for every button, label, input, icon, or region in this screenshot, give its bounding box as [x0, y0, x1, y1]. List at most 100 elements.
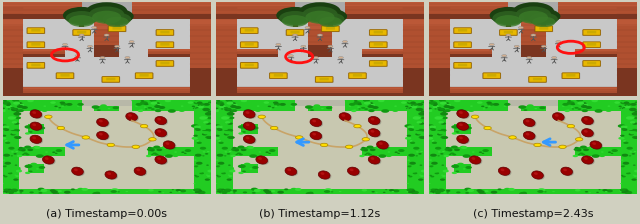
Circle shape	[205, 179, 210, 181]
Circle shape	[413, 116, 420, 120]
Circle shape	[354, 109, 356, 110]
Circle shape	[224, 129, 229, 131]
Circle shape	[13, 129, 20, 132]
Circle shape	[175, 189, 181, 192]
FancyBboxPatch shape	[237, 49, 278, 57]
Circle shape	[429, 183, 437, 187]
Circle shape	[206, 165, 209, 166]
Ellipse shape	[258, 157, 262, 160]
Circle shape	[15, 151, 18, 152]
Circle shape	[221, 108, 223, 110]
Circle shape	[544, 191, 547, 192]
Circle shape	[228, 175, 232, 177]
Ellipse shape	[369, 117, 381, 125]
Ellipse shape	[155, 116, 166, 125]
Circle shape	[271, 190, 275, 192]
Circle shape	[432, 142, 437, 144]
Circle shape	[24, 125, 33, 129]
Circle shape	[164, 99, 172, 102]
Circle shape	[148, 138, 156, 141]
Circle shape	[277, 191, 284, 194]
Circle shape	[483, 108, 485, 109]
Ellipse shape	[72, 167, 84, 176]
Circle shape	[531, 34, 536, 36]
Circle shape	[607, 106, 611, 107]
Circle shape	[492, 11, 524, 25]
Circle shape	[579, 153, 584, 155]
Circle shape	[81, 188, 88, 191]
Circle shape	[8, 116, 15, 120]
Circle shape	[180, 190, 186, 192]
Circle shape	[589, 146, 595, 149]
Circle shape	[319, 17, 342, 27]
Circle shape	[575, 189, 580, 192]
Circle shape	[351, 110, 356, 112]
Ellipse shape	[243, 135, 255, 143]
Circle shape	[216, 175, 219, 176]
FancyBboxPatch shape	[216, 93, 424, 96]
Circle shape	[52, 192, 59, 195]
Ellipse shape	[108, 172, 111, 175]
Circle shape	[443, 136, 445, 137]
Circle shape	[11, 151, 14, 153]
Circle shape	[451, 146, 458, 149]
Circle shape	[443, 101, 447, 103]
Circle shape	[443, 169, 448, 171]
Circle shape	[8, 108, 10, 110]
Circle shape	[155, 154, 159, 155]
Circle shape	[21, 149, 26, 151]
FancyBboxPatch shape	[94, 19, 119, 57]
Circle shape	[14, 175, 17, 176]
Circle shape	[366, 153, 370, 155]
Circle shape	[408, 188, 415, 192]
Circle shape	[433, 104, 437, 106]
Circle shape	[77, 188, 84, 191]
FancyBboxPatch shape	[558, 14, 637, 19]
Circle shape	[527, 56, 532, 59]
Circle shape	[97, 109, 100, 111]
Circle shape	[429, 165, 434, 167]
Ellipse shape	[105, 171, 116, 179]
Circle shape	[408, 99, 412, 101]
FancyBboxPatch shape	[237, 54, 278, 57]
Circle shape	[452, 99, 459, 102]
Circle shape	[227, 101, 234, 105]
Circle shape	[40, 189, 47, 192]
Circle shape	[198, 178, 200, 179]
Circle shape	[363, 99, 370, 102]
FancyBboxPatch shape	[535, 26, 552, 32]
Circle shape	[264, 101, 269, 104]
Circle shape	[107, 143, 115, 147]
Circle shape	[559, 145, 566, 149]
Ellipse shape	[379, 142, 383, 145]
Circle shape	[625, 103, 631, 106]
FancyBboxPatch shape	[345, 14, 424, 19]
FancyBboxPatch shape	[558, 2, 637, 6]
Circle shape	[193, 108, 196, 109]
Circle shape	[485, 107, 488, 108]
FancyBboxPatch shape	[269, 73, 288, 79]
FancyBboxPatch shape	[3, 87, 211, 96]
Circle shape	[15, 167, 20, 170]
Circle shape	[3, 101, 10, 105]
Circle shape	[227, 179, 232, 181]
Circle shape	[622, 188, 628, 192]
Ellipse shape	[457, 110, 468, 118]
Circle shape	[410, 142, 415, 144]
Circle shape	[19, 147, 22, 149]
Circle shape	[629, 155, 631, 156]
Circle shape	[216, 165, 220, 167]
Circle shape	[6, 105, 12, 108]
FancyBboxPatch shape	[287, 100, 295, 111]
Ellipse shape	[457, 135, 468, 143]
Ellipse shape	[318, 171, 330, 179]
FancyBboxPatch shape	[132, 14, 211, 19]
Circle shape	[420, 112, 422, 113]
FancyBboxPatch shape	[3, 93, 211, 96]
Circle shape	[291, 103, 297, 106]
FancyBboxPatch shape	[56, 73, 74, 78]
FancyBboxPatch shape	[454, 124, 471, 134]
Circle shape	[14, 122, 19, 125]
Circle shape	[550, 192, 556, 195]
Circle shape	[615, 191, 621, 194]
